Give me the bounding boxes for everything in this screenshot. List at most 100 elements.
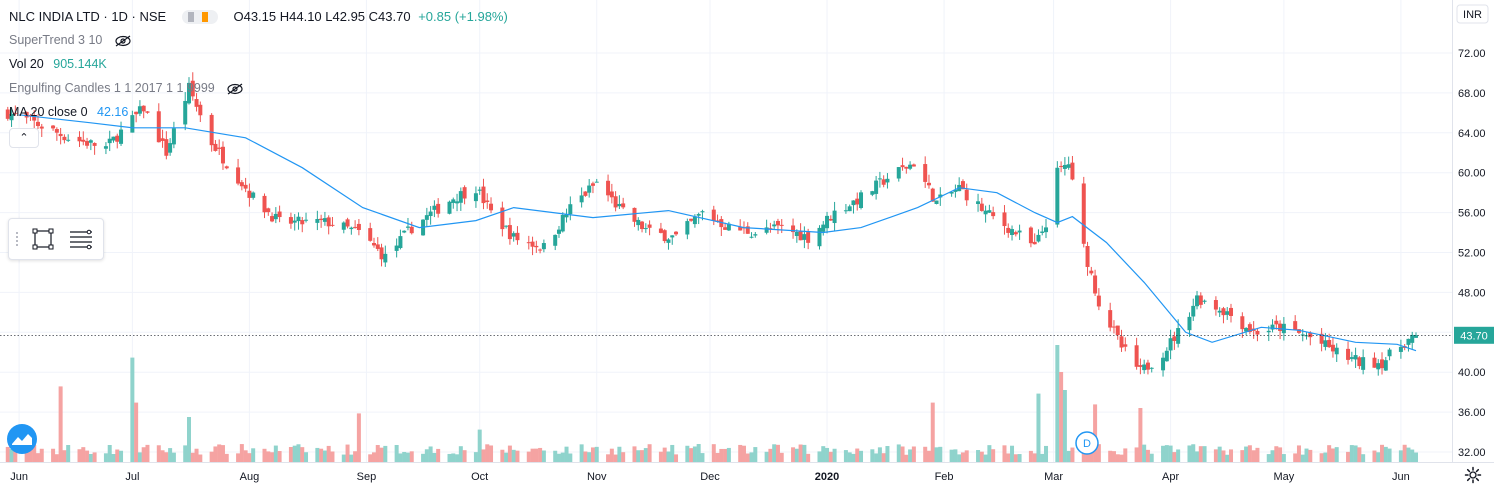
- volume-bar: [541, 450, 546, 462]
- candle-body: [775, 220, 780, 226]
- volume-bar: [88, 453, 93, 462]
- volume-bar: [1304, 448, 1309, 462]
- volume-bar: [832, 448, 837, 462]
- candle-body: [1255, 330, 1260, 335]
- ohlc-values: O43.15 H44.10 L42.95 C43.70: [233, 9, 411, 24]
- volume-bar: [1349, 445, 1354, 462]
- candle-body: [1387, 349, 1392, 357]
- volume-bar: [39, 448, 44, 462]
- volume-bar: [270, 452, 275, 462]
- candle-body: [1161, 357, 1166, 371]
- volume-bar: [477, 429, 482, 462]
- candle-body: [322, 218, 327, 222]
- indicator-volume[interactable]: Vol 20 905.144K: [9, 57, 107, 71]
- candle-body: [462, 187, 467, 199]
- indicator-engulfing[interactable]: Engulfing Candles 1 1 2017 1 1 9999: [9, 81, 244, 95]
- volume-bar: [1168, 445, 1173, 462]
- volume-bar: [224, 453, 229, 462]
- candle-body: [587, 185, 592, 193]
- candle-body: [1010, 229, 1015, 235]
- volume-bar: [1176, 449, 1181, 462]
- candle-body: [560, 214, 565, 232]
- candle-body: [1372, 357, 1377, 368]
- volume-bar: [666, 451, 671, 462]
- candle-body: [341, 222, 346, 230]
- last-price-text: 43.70: [1460, 330, 1488, 342]
- volume-bar: [538, 447, 543, 462]
- volume-bar: [1372, 450, 1377, 462]
- candle-body: [156, 111, 161, 143]
- candles: [5, 72, 1418, 377]
- volume-bar: [1221, 450, 1226, 462]
- candle-body: [1274, 320, 1279, 325]
- dividend-marker[interactable]: D: [1075, 431, 1099, 455]
- volume-bar: [590, 447, 595, 462]
- candle-body: [1108, 310, 1113, 328]
- volume-bar: [1410, 449, 1415, 462]
- candle-body: [251, 192, 256, 198]
- volume-bar: [1198, 446, 1203, 462]
- volume-bar: [432, 452, 437, 462]
- candle-body: [1278, 323, 1283, 331]
- volume-bar: [473, 452, 478, 462]
- gear-icon[interactable]: [1464, 466, 1482, 484]
- volume-bar: [594, 446, 599, 462]
- volume-bar: [1119, 454, 1124, 462]
- candle-body: [764, 227, 769, 233]
- volume-bar: [579, 444, 584, 462]
- volume-bar: [828, 451, 833, 462]
- volume-bar: [825, 447, 830, 462]
- tradingview-logo-icon[interactable]: [7, 424, 37, 454]
- volume-bar: [1081, 452, 1086, 462]
- lines-tool-icon[interactable]: [67, 225, 95, 253]
- volume-bar: [66, 445, 71, 462]
- volume-bar: [987, 445, 992, 462]
- volume-bar: [375, 445, 380, 462]
- candle-body: [262, 195, 267, 213]
- candle-body: [319, 218, 324, 221]
- volume-bar: [1251, 450, 1256, 462]
- candle-body: [1357, 357, 1362, 367]
- candle-body: [658, 228, 663, 233]
- hidden-eye-icon[interactable]: [114, 35, 132, 47]
- volume-bar: [409, 451, 414, 462]
- candle-body: [685, 221, 690, 235]
- indicator-supertrend[interactable]: SuperTrend 3 10: [9, 33, 132, 47]
- indicator-ma[interactable]: MA 20 close 0 42.16: [9, 105, 128, 119]
- candle-body: [236, 167, 241, 184]
- candle-body: [379, 247, 384, 260]
- volume-bar: [156, 445, 161, 462]
- candle-body: [247, 190, 252, 198]
- volume-bar: [960, 452, 965, 462]
- volume-bar: [356, 413, 361, 462]
- candle-body: [636, 219, 641, 226]
- currency-button[interactable]: INR: [1456, 4, 1489, 24]
- candle-body: [111, 136, 116, 141]
- candle-body: [447, 201, 452, 214]
- volume-bar: [726, 447, 731, 462]
- volume-bar: [247, 453, 252, 462]
- candle-body: [991, 212, 996, 217]
- candle-body: [983, 210, 988, 215]
- candle-body: [88, 140, 93, 143]
- time-tick-label: Dec: [700, 471, 720, 483]
- candle-body: [1270, 324, 1275, 330]
- candle-body: [58, 133, 63, 137]
- candle-body: [1229, 307, 1234, 316]
- rectangle-tool-icon[interactable]: [29, 225, 57, 253]
- time-tick-label: Sep: [357, 471, 377, 483]
- time-tick-label: Jun: [10, 471, 28, 483]
- volume-bar: [428, 446, 433, 462]
- drag-handle-icon[interactable]: [15, 231, 19, 247]
- collapse-legend-button[interactable]: ⌃: [9, 128, 39, 148]
- compare-toggle[interactable]: [181, 9, 218, 24]
- hidden-eye-icon[interactable]: [226, 83, 244, 95]
- candle-body: [39, 126, 44, 129]
- volume-bar: [1096, 444, 1101, 462]
- volume-bar: [183, 445, 188, 462]
- indicator-value: 42.16: [97, 105, 129, 119]
- volume-bar: [1383, 446, 1388, 462]
- volume-bar: [794, 448, 799, 462]
- volume-bar: [198, 454, 203, 462]
